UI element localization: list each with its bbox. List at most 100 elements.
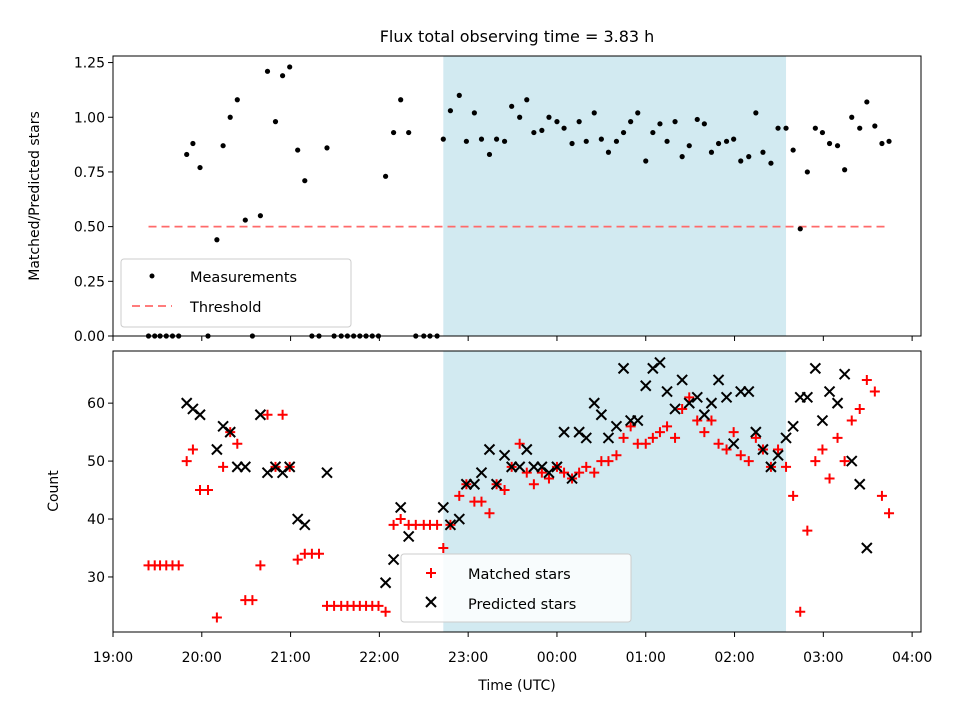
predicted-star-point	[610, 420, 623, 433]
measurement-point	[184, 151, 190, 158]
matched-star-point	[869, 386, 880, 397]
predicted-star-point	[640, 380, 652, 392]
legend-measurements-marker	[149, 273, 155, 279]
predicted-star-point	[743, 385, 755, 398]
measurement-point	[227, 114, 233, 120]
predicted-star-point	[698, 409, 711, 421]
measurement-point	[287, 64, 293, 70]
predicted-star-point	[379, 577, 392, 589]
measurement-point	[723, 138, 730, 144]
predicted-star-point	[661, 385, 673, 398]
matched-star-point	[854, 403, 865, 414]
matched-star-point	[684, 392, 695, 403]
measurement-point	[561, 125, 567, 131]
bottom-panel: 30 40 50 60 19:00 20:00 21:00 22:00 23:00 00:00 0…	[46, 351, 932, 694]
predicted-star-point	[765, 461, 777, 473]
predicted-star-point	[676, 374, 688, 386]
matched-star-point	[476, 496, 487, 507]
predicted-star-point	[543, 466, 555, 479]
bottom-x-axis: 19:00 20:00 21:00 22:00 23:00 00:00 01:00 02:00…	[93, 632, 932, 666]
predicted-star-point	[468, 478, 481, 490]
matched-star-point	[611, 450, 622, 461]
bottom-plot-frame	[112, 350, 922, 633]
matched-star-point	[484, 508, 495, 519]
top-x-ticks	[112, 336, 913, 341]
matched-star-point	[721, 444, 732, 455]
matched-star-point	[781, 461, 792, 472]
bottom-legend-box	[400, 553, 632, 623]
measurement-point	[576, 119, 582, 125]
measurement-point	[628, 119, 634, 125]
matched-star-point	[618, 432, 629, 443]
top-shaded-interval	[443, 56, 787, 336]
measurement-point	[598, 136, 604, 142]
predicted-star-point	[787, 420, 799, 433]
measurement-point	[731, 136, 737, 142]
predicted-star-point	[617, 362, 630, 375]
predicted-star-point	[727, 437, 740, 450]
top-legend-box	[120, 258, 352, 328]
predicted-star-point	[194, 409, 206, 421]
predicted-star-point	[712, 374, 725, 386]
matched-star-point	[640, 438, 651, 449]
measurement-point	[398, 97, 404, 103]
matched-star-point	[810, 456, 821, 467]
measurement-point	[760, 149, 766, 155]
matched-star-point	[380, 606, 391, 617]
measurement-point	[708, 149, 715, 155]
legend-predicted-label: Predicted stars	[468, 597, 576, 613]
matched-star-point	[499, 485, 510, 496]
measurement-point	[746, 154, 752, 160]
measurement-point	[517, 114, 523, 120]
x-tick-label: 03:00	[803, 650, 843, 666]
predicted-star-point	[224, 426, 236, 438]
legend-predicted-marker	[425, 596, 437, 608]
x-tick-label: 23:00	[448, 650, 488, 666]
predicted-star-point	[453, 513, 465, 525]
measurement-point	[197, 164, 203, 171]
measurement-point	[390, 129, 397, 136]
measurement-point	[234, 97, 240, 103]
measurement-point	[242, 217, 248, 223]
matched-star-point	[670, 432, 681, 443]
predicted-star-point	[809, 362, 822, 375]
predicted-star-point	[632, 414, 644, 427]
matched-star-point	[528, 479, 539, 490]
matched-star-point	[181, 456, 192, 467]
predicted-star-point	[437, 501, 450, 514]
predicted-star-point	[683, 397, 695, 409]
measurement-point	[664, 138, 670, 144]
predicted-stars-points	[182, 358, 873, 589]
matched-star-point	[876, 490, 887, 501]
measurement-point	[257, 213, 263, 219]
measurement-point	[302, 178, 308, 184]
measurement-point	[797, 226, 803, 232]
measurement-point	[694, 116, 700, 123]
matched-star-point	[395, 514, 406, 525]
matched-star-point	[662, 421, 673, 432]
x-tick-label: 19:00	[93, 650, 133, 666]
matched-star-point	[454, 490, 465, 501]
matched-star-point	[388, 519, 399, 530]
matched-star-point	[846, 415, 857, 426]
bottom-y-tick-label: 50	[87, 454, 105, 470]
matched-star-point	[795, 606, 806, 617]
x-tick-label: 22:00	[359, 650, 399, 666]
measurement-point	[819, 129, 826, 136]
matched-star-point	[514, 438, 525, 449]
predicted-star-point	[239, 461, 252, 473]
measurement-point	[857, 125, 863, 131]
predicted-star-point	[387, 553, 400, 566]
measurement-point	[440, 136, 446, 142]
measurement-point	[264, 68, 271, 74]
measurement-point	[471, 110, 477, 116]
measurement-point	[812, 125, 818, 131]
matched-star-point	[788, 490, 799, 501]
measurement-point	[463, 138, 469, 144]
matched-star-point	[218, 461, 229, 472]
measurement-point	[753, 110, 759, 116]
predicted-star-point	[816, 414, 829, 427]
measurement-point	[790, 147, 796, 153]
top-y-axis: 0.00 0.25 0.50 0.75 1.00 1.25	[74, 56, 113, 345]
